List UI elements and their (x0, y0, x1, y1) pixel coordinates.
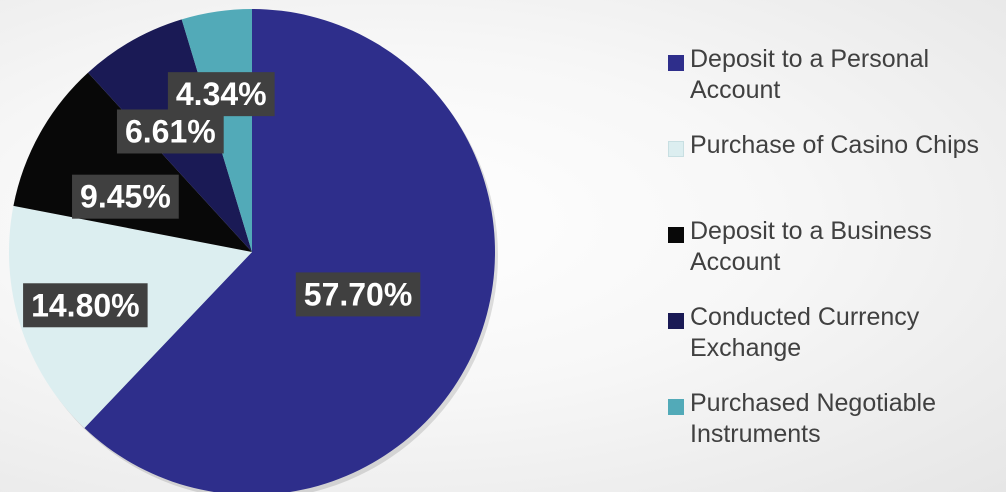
data-label-text: 6.61% (125, 113, 216, 149)
legend-swatch (668, 55, 684, 71)
legend-item-negotiable-instruments: Purchased Negotiable Instruments (668, 388, 1006, 474)
legend-label: Deposit to a Personal Account (690, 45, 930, 104)
legend-swatch (668, 227, 684, 243)
data-label-text: 4.34% (176, 76, 267, 112)
data-label-negotiable-instruments: 4.34% (167, 72, 275, 117)
legend-item-currency-exchange: Conducted Currency Exchange (668, 302, 1006, 388)
chart-legend: Deposit to a Personal Account Purchase o… (668, 44, 1006, 474)
data-label-box (116, 109, 224, 154)
legend-label: Deposit to a Business Account (690, 217, 932, 276)
legend-label: Conducted Currency Exchange (690, 303, 920, 362)
legend-swatch (668, 399, 684, 415)
data-label-text: 9.45% (80, 179, 171, 215)
data-label-text: 57.70% (304, 276, 413, 312)
data-label-box (72, 174, 179, 219)
data-label-personal-account: 57.70% (295, 272, 421, 317)
legend-label: Purchased Negotiable Instruments (690, 389, 936, 448)
legend-item-business-account: Deposit to a Business Account (668, 216, 1006, 302)
legend-item-personal-account: Deposit to a Personal Account (668, 44, 1006, 130)
legend-label: Purchase of Casino Chips (690, 131, 980, 159)
pie-chart-svg: 57.70% 14.80% 9.45% 6.61%4.34% (8, 9, 498, 492)
pie-slice-personal-account (84, 9, 495, 492)
pie-data-labels: 57.70% 14.80% 9.45% 6.61%4.34% (23, 72, 421, 328)
data-label-box (167, 72, 275, 117)
pie-chart: 57.70% 14.80% 9.45% 6.61% 4.34% (8, 9, 498, 492)
data-label-box (23, 283, 148, 328)
legend-swatch (668, 141, 684, 157)
legend-swatch (668, 313, 684, 329)
data-label-box (295, 272, 421, 317)
data-label-casino-chips: 14.80% (23, 283, 148, 328)
data-label-text: 14.80% (31, 287, 140, 323)
data-label-currency-exchange: 6.61% (116, 109, 224, 154)
data-label-business-account: 9.45% (72, 174, 179, 219)
legend-item-casino-chips: Purchase of Casino Chips (668, 130, 1006, 216)
